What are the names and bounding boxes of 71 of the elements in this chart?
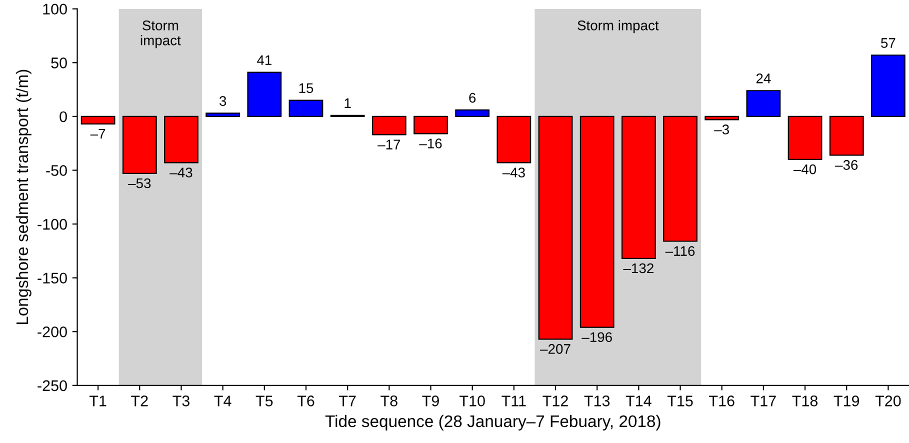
data-label: –53 bbox=[128, 178, 151, 188]
data-label: –207 bbox=[540, 344, 570, 354]
data-label: 41 bbox=[257, 55, 272, 65]
y-tick-label: -200 bbox=[38, 326, 67, 338]
x-tick-label: T1 bbox=[89, 396, 106, 406]
bar bbox=[414, 116, 448, 134]
bar bbox=[621, 116, 656, 260]
data-label: 15 bbox=[299, 83, 314, 94]
band-label: Storm impact bbox=[578, 20, 659, 34]
x-tick-label: T11 bbox=[502, 396, 526, 406]
x-tick-label: T14 bbox=[626, 396, 652, 406]
y-tick-label: 0 bbox=[60, 111, 67, 122]
data-label: 57 bbox=[881, 38, 896, 48]
x-tick-label: T5 bbox=[256, 396, 273, 406]
y-tick-label: -250 bbox=[38, 380, 67, 392]
y-tick-label: -100 bbox=[38, 218, 67, 230]
bar bbox=[164, 116, 198, 164]
bar bbox=[829, 116, 864, 156]
bar bbox=[80, 116, 116, 125]
data-label: –40 bbox=[793, 164, 816, 174]
data-label: –17 bbox=[378, 140, 400, 150]
y-tick-label: 100 bbox=[43, 4, 67, 15]
bar bbox=[288, 100, 324, 117]
x-tick-label: T3 bbox=[172, 396, 190, 406]
bar bbox=[538, 116, 573, 340]
bar bbox=[455, 109, 490, 117]
x-tick-label: T15 bbox=[667, 396, 693, 406]
x-tick-label: T18 bbox=[792, 396, 818, 406]
data-label: 3 bbox=[219, 96, 226, 106]
x-tick-label: T4 bbox=[214, 396, 232, 406]
bar bbox=[206, 112, 240, 117]
y-tick-label: 50 bbox=[51, 58, 67, 68]
bar bbox=[580, 116, 614, 328]
bar bbox=[122, 116, 157, 174]
bar bbox=[788, 116, 822, 160]
x-tick-label: T9 bbox=[422, 396, 439, 406]
data-label: –43 bbox=[502, 168, 525, 178]
y-tick-label: -150 bbox=[38, 272, 67, 284]
bar bbox=[746, 90, 781, 117]
data-label: 1 bbox=[344, 98, 351, 108]
x-tick-label: T2 bbox=[131, 396, 148, 406]
bar bbox=[663, 116, 698, 242]
x-tick-label: T20 bbox=[875, 396, 901, 406]
x-tick-label: T8 bbox=[380, 396, 398, 406]
x-tick-label: T13 bbox=[584, 396, 610, 406]
data-label: –16 bbox=[419, 138, 442, 148]
data-label: 24 bbox=[756, 74, 771, 84]
bar bbox=[247, 72, 282, 117]
data-label: 6 bbox=[469, 92, 476, 103]
x-tick-label: T6 bbox=[297, 396, 314, 406]
data-label: –7 bbox=[90, 129, 106, 139]
x-tick-label: T10 bbox=[460, 396, 485, 406]
data-label: –43 bbox=[170, 168, 192, 178]
band-label: Storm impact bbox=[140, 20, 181, 48]
x-tick-label: T7 bbox=[339, 396, 356, 406]
bar bbox=[871, 54, 906, 117]
x-tick-label: T17 bbox=[750, 396, 776, 406]
data-label: –196 bbox=[582, 332, 612, 342]
bar bbox=[496, 116, 532, 164]
data-label: –132 bbox=[623, 263, 654, 274]
x-tick-label: T16 bbox=[709, 396, 734, 406]
x-tick-label: T12 bbox=[542, 396, 568, 406]
y-tick-label: -50 bbox=[46, 165, 67, 176]
x-axis-title: Tide sequence (28 January–7 Febuary, 2018) bbox=[325, 414, 660, 430]
data-label: –116 bbox=[665, 246, 695, 256]
bar bbox=[704, 116, 740, 120]
data-label: –3 bbox=[714, 124, 729, 134]
bar bbox=[372, 116, 406, 136]
data-label: –36 bbox=[835, 160, 858, 170]
y-axis-title: Longshore sedment transport (t/m) bbox=[16, 70, 32, 324]
x-tick-label: T19 bbox=[834, 396, 860, 406]
